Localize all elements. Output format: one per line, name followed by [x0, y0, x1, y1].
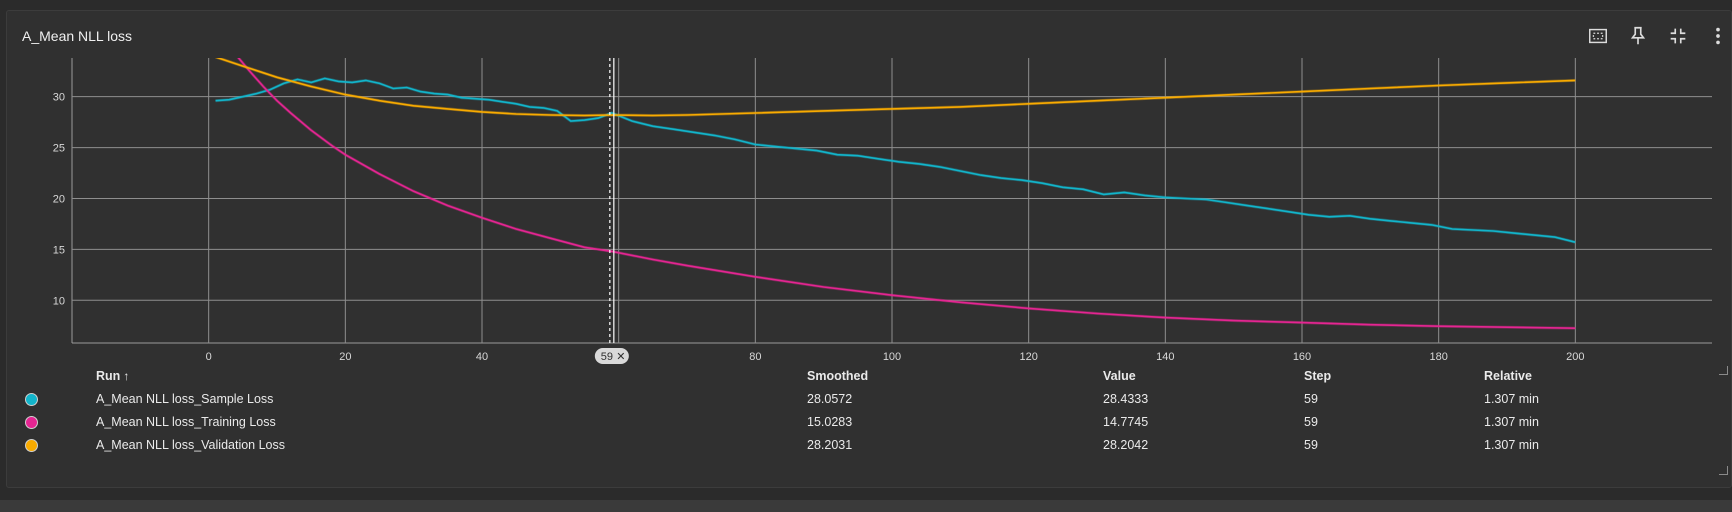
step-value: 59 [1304, 391, 1318, 406]
table-row[interactable]: A_Mean NLL loss_Validation Loss 28.2031 28… [0, 433, 1684, 456]
raw-value: 14.7745 [1103, 414, 1149, 429]
chart-series [215, 55, 1576, 330]
table-resize-handle[interactable] [1719, 466, 1728, 475]
pin-icon [1630, 26, 1646, 45]
hover-step-label: 59 [601, 351, 613, 363]
x-tick-label: 120 [1019, 351, 1037, 363]
step-value: 59 [1304, 437, 1318, 452]
x-tick-label: 0 [206, 351, 212, 363]
relative-column-header[interactable]: Relative [1484, 369, 1532, 383]
series-shadow-line [215, 76, 1576, 244]
more-button[interactable] [1705, 23, 1731, 49]
raw-value: 28.2042 [1103, 437, 1149, 452]
series-line-2[interactable] [236, 55, 1576, 329]
y-tick-label: 10 [53, 295, 65, 307]
step-column-header[interactable]: Step [1304, 369, 1332, 383]
x-tick-label: 180 [1429, 351, 1447, 363]
line-chart: 0204060801001201401601802001015202530 59… [53, 55, 1712, 364]
run-name: A_Mean NLL loss_Sample Loss [96, 391, 274, 406]
fit-domain-icon [1589, 28, 1607, 44]
pin-button[interactable] [1625, 23, 1651, 49]
hover-marker[interactable]: 59 ✕ [594, 58, 629, 364]
run-color-swatch[interactable] [25, 392, 38, 406]
smoothed-value: 28.2031 [807, 437, 853, 452]
table-header-row: Run ↑ Smoothed Value Step Relative [0, 365, 1684, 387]
x-tick-label: 200 [1566, 351, 1584, 363]
chart-resize-handle[interactable] [1719, 366, 1728, 375]
raw-value: 28.4333 [1103, 391, 1149, 406]
table-row[interactable]: A_Mean NLL loss_Training Loss 15.0283 14.7… [0, 410, 1684, 433]
x-tick-label: 140 [1156, 351, 1174, 363]
chart-toolbar [1571, 23, 1731, 49]
hover-step-chip[interactable] [594, 348, 629, 364]
y-tick-label: 20 [53, 193, 65, 205]
x-tick-label: 80 [749, 351, 761, 363]
fit-domain-button[interactable] [1585, 23, 1611, 49]
series-shadow-line [236, 58, 1576, 330]
y-tick-label: 15 [53, 244, 65, 256]
run-color-swatch[interactable] [25, 415, 38, 429]
bottom-strip [0, 500, 1732, 512]
series-line-3[interactable] [215, 57, 1576, 117]
y-tick-label: 25 [53, 143, 65, 155]
x-tick-label: 40 [476, 351, 488, 363]
relative-value: 1.307 min [1484, 414, 1539, 429]
run-color-swatch[interactable] [25, 438, 38, 452]
run-name: A_Mean NLL loss_Validation Loss [96, 437, 286, 452]
collapse-icon [1670, 28, 1686, 44]
relative-value: 1.307 min [1484, 437, 1539, 452]
sort-ascending-icon: ↑ [123, 369, 130, 383]
x-tick-label: 160 [1293, 351, 1311, 363]
run-name: A_Mean NLL loss_Training Loss [96, 414, 276, 429]
relative-value: 1.307 min [1484, 391, 1539, 406]
collapse-button[interactable] [1665, 23, 1691, 49]
close-icon[interactable]: ✕ [616, 351, 625, 363]
step-value: 59 [1304, 414, 1318, 429]
x-tick-label: 100 [883, 351, 901, 363]
runs-table: Run ↑ Smoothed Value Step Relative A_Mean… [0, 365, 1684, 456]
chart-grid: 0204060801001201401601802001015202530 [53, 58, 1712, 363]
smoothed-value: 28.0572 [807, 391, 853, 406]
series-line-1[interactable] [215, 77, 1576, 243]
run-column-header[interactable]: Run ↑ [96, 369, 130, 383]
chart-title: A_Mean NLL loss [22, 28, 132, 44]
value-column-header[interactable]: Value [1103, 369, 1136, 383]
smoothed-value: 15.0283 [807, 414, 853, 429]
more-vert-icon [1716, 27, 1720, 45]
x-tick-label: 20 [339, 351, 351, 363]
y-tick-label: 30 [53, 92, 65, 104]
smoothed-column-header[interactable]: Smoothed [807, 369, 869, 383]
table-row[interactable]: A_Mean NLL loss_Sample Loss 28.0572 28.433… [0, 387, 1684, 410]
